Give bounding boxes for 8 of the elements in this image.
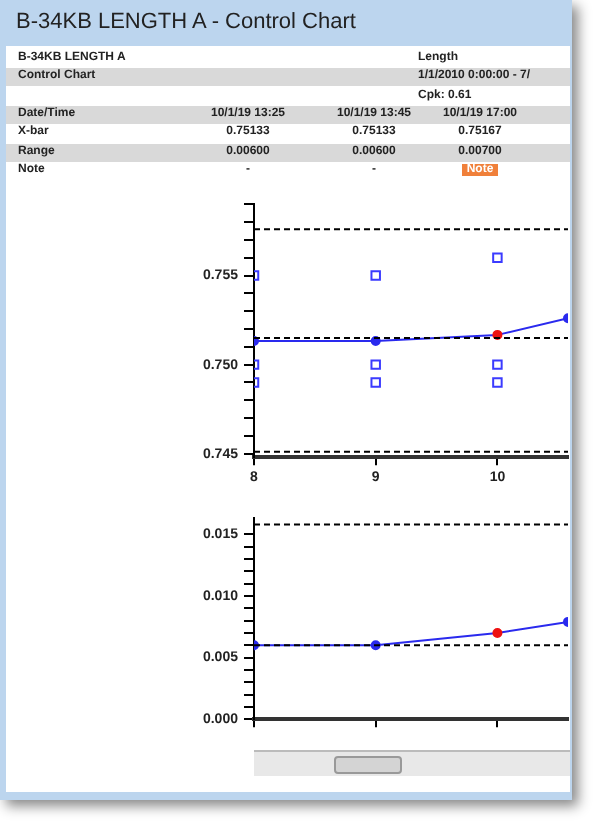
- point: [370, 377, 381, 388]
- point: [492, 252, 503, 264]
- point: [370, 270, 381, 281]
- point: [492, 359, 503, 370]
- point: [492, 627, 503, 638]
- chart-title: B-34KB LENGTH A - Control Chart: [16, 10, 356, 34]
- point: [370, 359, 381, 370]
- point: [492, 377, 503, 388]
